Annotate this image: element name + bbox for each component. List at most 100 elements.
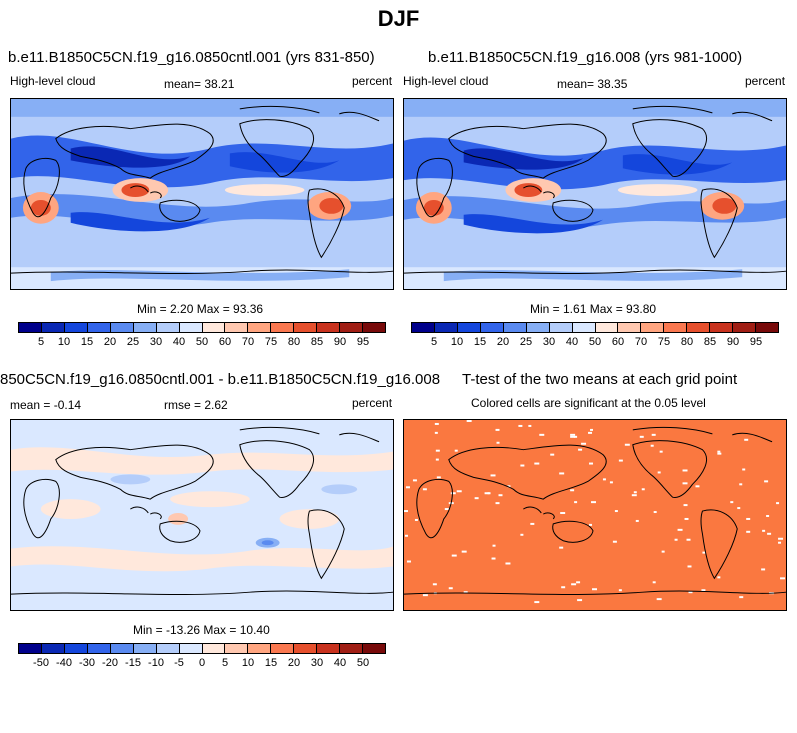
colorbar-tick-label: 0 — [198, 657, 206, 669]
colorbar-swatch — [363, 644, 385, 653]
colorbar-swatch — [480, 323, 504, 332]
colorbar-tick-label: 15 — [80, 336, 94, 348]
colorbar-swatch — [457, 323, 481, 332]
colorbar-swatch — [133, 644, 157, 653]
colorbar-swatch — [156, 323, 180, 332]
colorbar-swatch — [133, 323, 157, 332]
colorbar-swatch — [641, 323, 665, 332]
panel3-stats: Min = -13.26 Max = 10.40 — [133, 623, 270, 637]
colorbar-tick-label: 80 — [287, 336, 301, 348]
colorbar-tick-label: 15 — [473, 336, 487, 348]
colorbar-tick-label: -10 — [148, 657, 164, 669]
difference-map — [10, 419, 394, 611]
colorbar-tick-label: 5 — [221, 657, 229, 669]
colorbar-swatch — [756, 323, 778, 332]
colorbar-tick-label: 90 — [726, 336, 740, 348]
colorbar-swatch — [110, 323, 134, 332]
colorbar-tick-label: 40 — [565, 336, 579, 348]
colorbar-tick-label: 20 — [496, 336, 510, 348]
colorbar-tick-label: 30 — [149, 336, 163, 348]
colorbar-tick-label: 70 — [634, 336, 648, 348]
colorbar-tick-label: 25 — [519, 336, 533, 348]
colorbar-swatch — [340, 323, 364, 332]
colorbar-swatch — [202, 644, 226, 653]
colorbar-swatch — [64, 323, 88, 332]
colorbar-tick-label: 30 — [542, 336, 556, 348]
colorbar-tick-label: -20 — [102, 657, 118, 669]
colorbar-tick-label: -40 — [56, 657, 72, 669]
colorbar-swatch — [434, 323, 458, 332]
colorbar-tick-label: 85 — [703, 336, 717, 348]
control-cloud-map — [10, 98, 394, 290]
colorbar-swatch — [687, 323, 711, 332]
colorbar-tick-label: 10 — [241, 657, 255, 669]
colorbar-tick-label: 5 — [37, 336, 45, 348]
colorbar-tick-label: 10 — [450, 336, 464, 348]
panel1-mean-label: mean= 38.21 — [164, 77, 235, 91]
colorbar-tick-label: 50 — [195, 336, 209, 348]
panel2-stats: Min = 1.61 Max = 93.80 — [530, 302, 657, 316]
colorbar-swatch — [41, 644, 65, 653]
colorbar-swatch — [64, 644, 88, 653]
colorbar-swatch — [363, 323, 385, 332]
colorbar-swatch — [248, 323, 272, 332]
colorbar-tick-label: 20 — [287, 657, 301, 669]
colorbar-swatch — [156, 644, 180, 653]
colorbar-swatch — [87, 644, 111, 653]
colorbar-swatch — [317, 644, 341, 653]
colorbar-swatch — [179, 323, 203, 332]
colorbar-swatch — [271, 644, 295, 653]
colorbar-swatch — [110, 644, 134, 653]
colorbar-swatch — [248, 644, 272, 653]
significance-map — [403, 419, 787, 611]
colorbar-swatch — [225, 644, 249, 653]
panel1-title: b.e11.B1850C5CN.f19_g16.0850cntl.001 (yr… — [8, 49, 375, 66]
panel4-subtitle: Colored cells are significant at the 0.0… — [471, 396, 706, 410]
colorbar-tick-label: 10 — [57, 336, 71, 348]
panel4-title: T-test of the two means at each grid poi… — [462, 371, 738, 388]
colorbar-swatch — [733, 323, 757, 332]
colorbar-swatch — [41, 323, 65, 332]
panel1-left-label: High-level cloud — [10, 74, 96, 88]
colorbar-tick-label: 85 — [310, 336, 324, 348]
colorbar-swatch — [572, 323, 596, 332]
colorbar-tick-label: 70 — [241, 336, 255, 348]
panel2-title: b.e11.B1850C5CN.f19_g16.008 (yrs 981-100… — [428, 49, 743, 66]
colorbar-tick-label: 15 — [264, 657, 278, 669]
panel3-colorbar — [18, 643, 386, 654]
panel2-mean-label: mean= 38.35 — [557, 77, 628, 91]
colorbar-tick-label: 60 — [218, 336, 232, 348]
colorbar-swatch — [664, 323, 688, 332]
colorbar-swatch — [19, 644, 42, 653]
colorbar-swatch — [549, 323, 573, 332]
panel1-stats: Min = 2.20 Max = 93.36 — [137, 302, 264, 316]
colorbar-swatch — [710, 323, 734, 332]
colorbar-swatch — [271, 323, 295, 332]
colorbar-tick-label: -5 — [174, 657, 184, 669]
colorbar-swatch — [595, 323, 619, 332]
colorbar-swatch — [19, 323, 42, 332]
colorbar-swatch — [317, 323, 341, 332]
panel3-rmse-label: rmse = 2.62 — [164, 398, 228, 412]
colorbar-tick-label: 95 — [356, 336, 370, 348]
panel1-colorbar — [18, 322, 386, 333]
colorbar-tick-label: 5 — [430, 336, 438, 348]
colorbar-swatch — [179, 644, 203, 653]
colorbar-tick-label: 40 — [333, 657, 347, 669]
colorbar-tick-label: 90 — [333, 336, 347, 348]
colorbar-tick-label: -50 — [33, 657, 49, 669]
colorbar-swatch — [503, 323, 527, 332]
panel3-units-label: percent — [352, 396, 393, 410]
colorbar-tick-label: 20 — [103, 336, 117, 348]
colorbar-tick-label: 95 — [749, 336, 763, 348]
colorbar-tick-label: 25 — [126, 336, 140, 348]
colorbar-swatch — [340, 644, 364, 653]
panel2-left-label: High-level cloud — [403, 74, 489, 88]
colorbar-swatch — [202, 323, 226, 332]
panel1-units-label: percent — [352, 74, 393, 88]
colorbar-swatch — [87, 323, 111, 332]
panel3-title: 850C5CN.f19_g16.0850cntl.001 - b.e11.B18… — [0, 371, 441, 388]
colorbar-tick-label: 50 — [356, 657, 370, 669]
colorbar-tick-label: 30 — [310, 657, 324, 669]
experiment-cloud-map — [403, 98, 787, 290]
